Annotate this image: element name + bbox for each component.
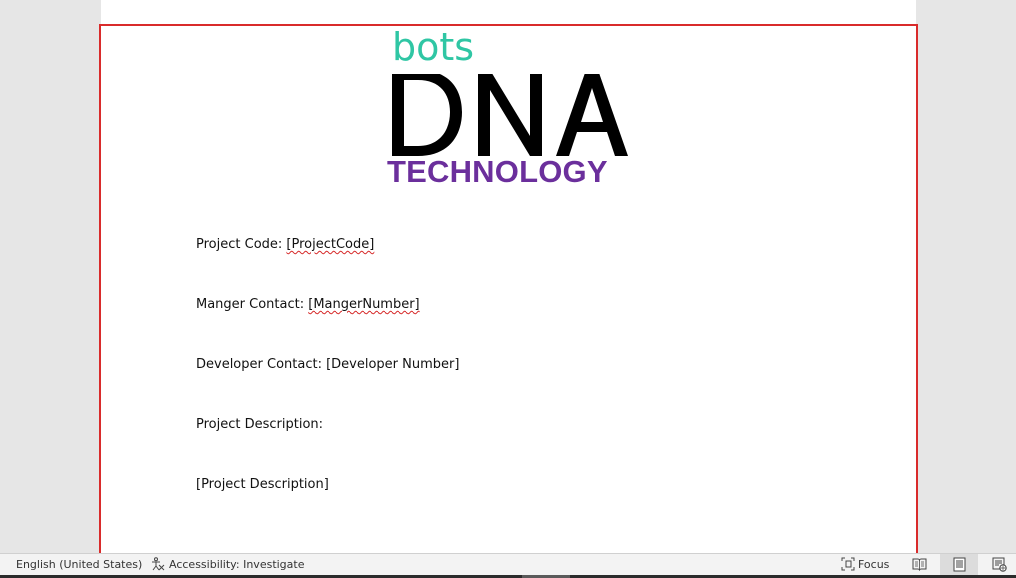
document-workspace: bots TECHNOLOGY Project Code: [ProjectCo… [99, 0, 918, 553]
field-placeholder[interactable]: [ProjectCode] [286, 237, 375, 252]
field-placeholder[interactable]: [MangerNumber] [308, 297, 420, 312]
document-page[interactable] [101, 0, 916, 553]
field-label: Project Description: [196, 417, 324, 432]
field-label: Developer Contact: [196, 357, 327, 372]
accessibility-status[interactable]: Accessibility: Investigate [169, 558, 305, 571]
field-placeholder[interactable]: [Project Description] [196, 477, 329, 492]
field-placeholder[interactable]: [Developer Number] [326, 357, 460, 372]
taskbar-strip [0, 575, 1016, 578]
field-label: Project Code: [196, 237, 287, 252]
field-label: Manger Contact: [196, 297, 309, 312]
logo-bots-text: bots [392, 25, 475, 69]
field-project-description-label[interactable]: Project Description: [196, 416, 323, 434]
read-mode-icon[interactable] [912, 557, 927, 574]
field-project-description-value[interactable]: [Project Description] [196, 476, 329, 494]
field-developer-contact[interactable]: Developer Contact: [Developer Number] [196, 356, 459, 374]
logo-technology-text: TECHNOLOGY [387, 154, 608, 189]
web-layout-icon[interactable] [992, 557, 1007, 575]
taskbar-indicator [522, 575, 570, 578]
logo-dna-mark [390, 70, 630, 156]
print-layout-icon[interactable] [953, 557, 966, 575]
focus-button[interactable]: Focus [858, 558, 890, 571]
content-control-frame[interactable] [99, 24, 918, 553]
accessibility-icon [151, 557, 165, 574]
focus-icon [841, 557, 855, 574]
language-indicator[interactable]: English (United States) [16, 558, 143, 571]
status-bar: English (United States) Accessibility: I… [0, 553, 1016, 576]
field-manager-contact[interactable]: Manger Contact: [MangerNumber] [196, 296, 420, 314]
company-logo: bots TECHNOLOGY [386, 26, 636, 196]
field-project-code[interactable]: Project Code: [ProjectCode] [196, 236, 374, 254]
